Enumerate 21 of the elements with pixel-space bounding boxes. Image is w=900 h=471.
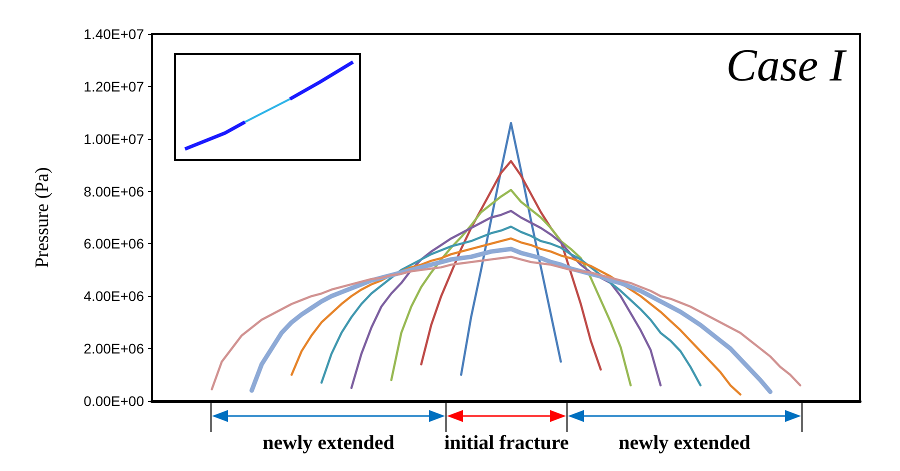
y-tick-label: 4.00E+06 xyxy=(84,288,144,304)
annotation: Case I xyxy=(726,40,848,90)
text: newly extended xyxy=(262,432,394,454)
text: newly extended xyxy=(618,432,750,454)
line-series xyxy=(350,210,662,389)
y-tick-label: 1.20E+07 xyxy=(84,78,144,94)
line-series xyxy=(290,237,742,396)
line-series xyxy=(249,246,773,394)
y-tick-label: 0.00E+00 xyxy=(84,393,144,409)
line-series xyxy=(420,160,602,371)
line-series xyxy=(320,226,702,386)
line-series xyxy=(210,256,802,390)
y-tick-label: 2.00E+06 xyxy=(84,340,144,357)
line-series xyxy=(460,122,562,376)
y-tick-label: 1.40E+07 xyxy=(84,26,144,42)
y-tick-label: 6.00E+06 xyxy=(84,236,144,252)
y-tick-label: 1.00E+07 xyxy=(84,130,144,147)
text: initial fracture xyxy=(443,432,570,455)
y-tick-label: 8.00E+06 xyxy=(84,183,144,200)
line-series xyxy=(390,188,632,386)
y-axis-title: Pressure (Pa) xyxy=(32,167,53,268)
